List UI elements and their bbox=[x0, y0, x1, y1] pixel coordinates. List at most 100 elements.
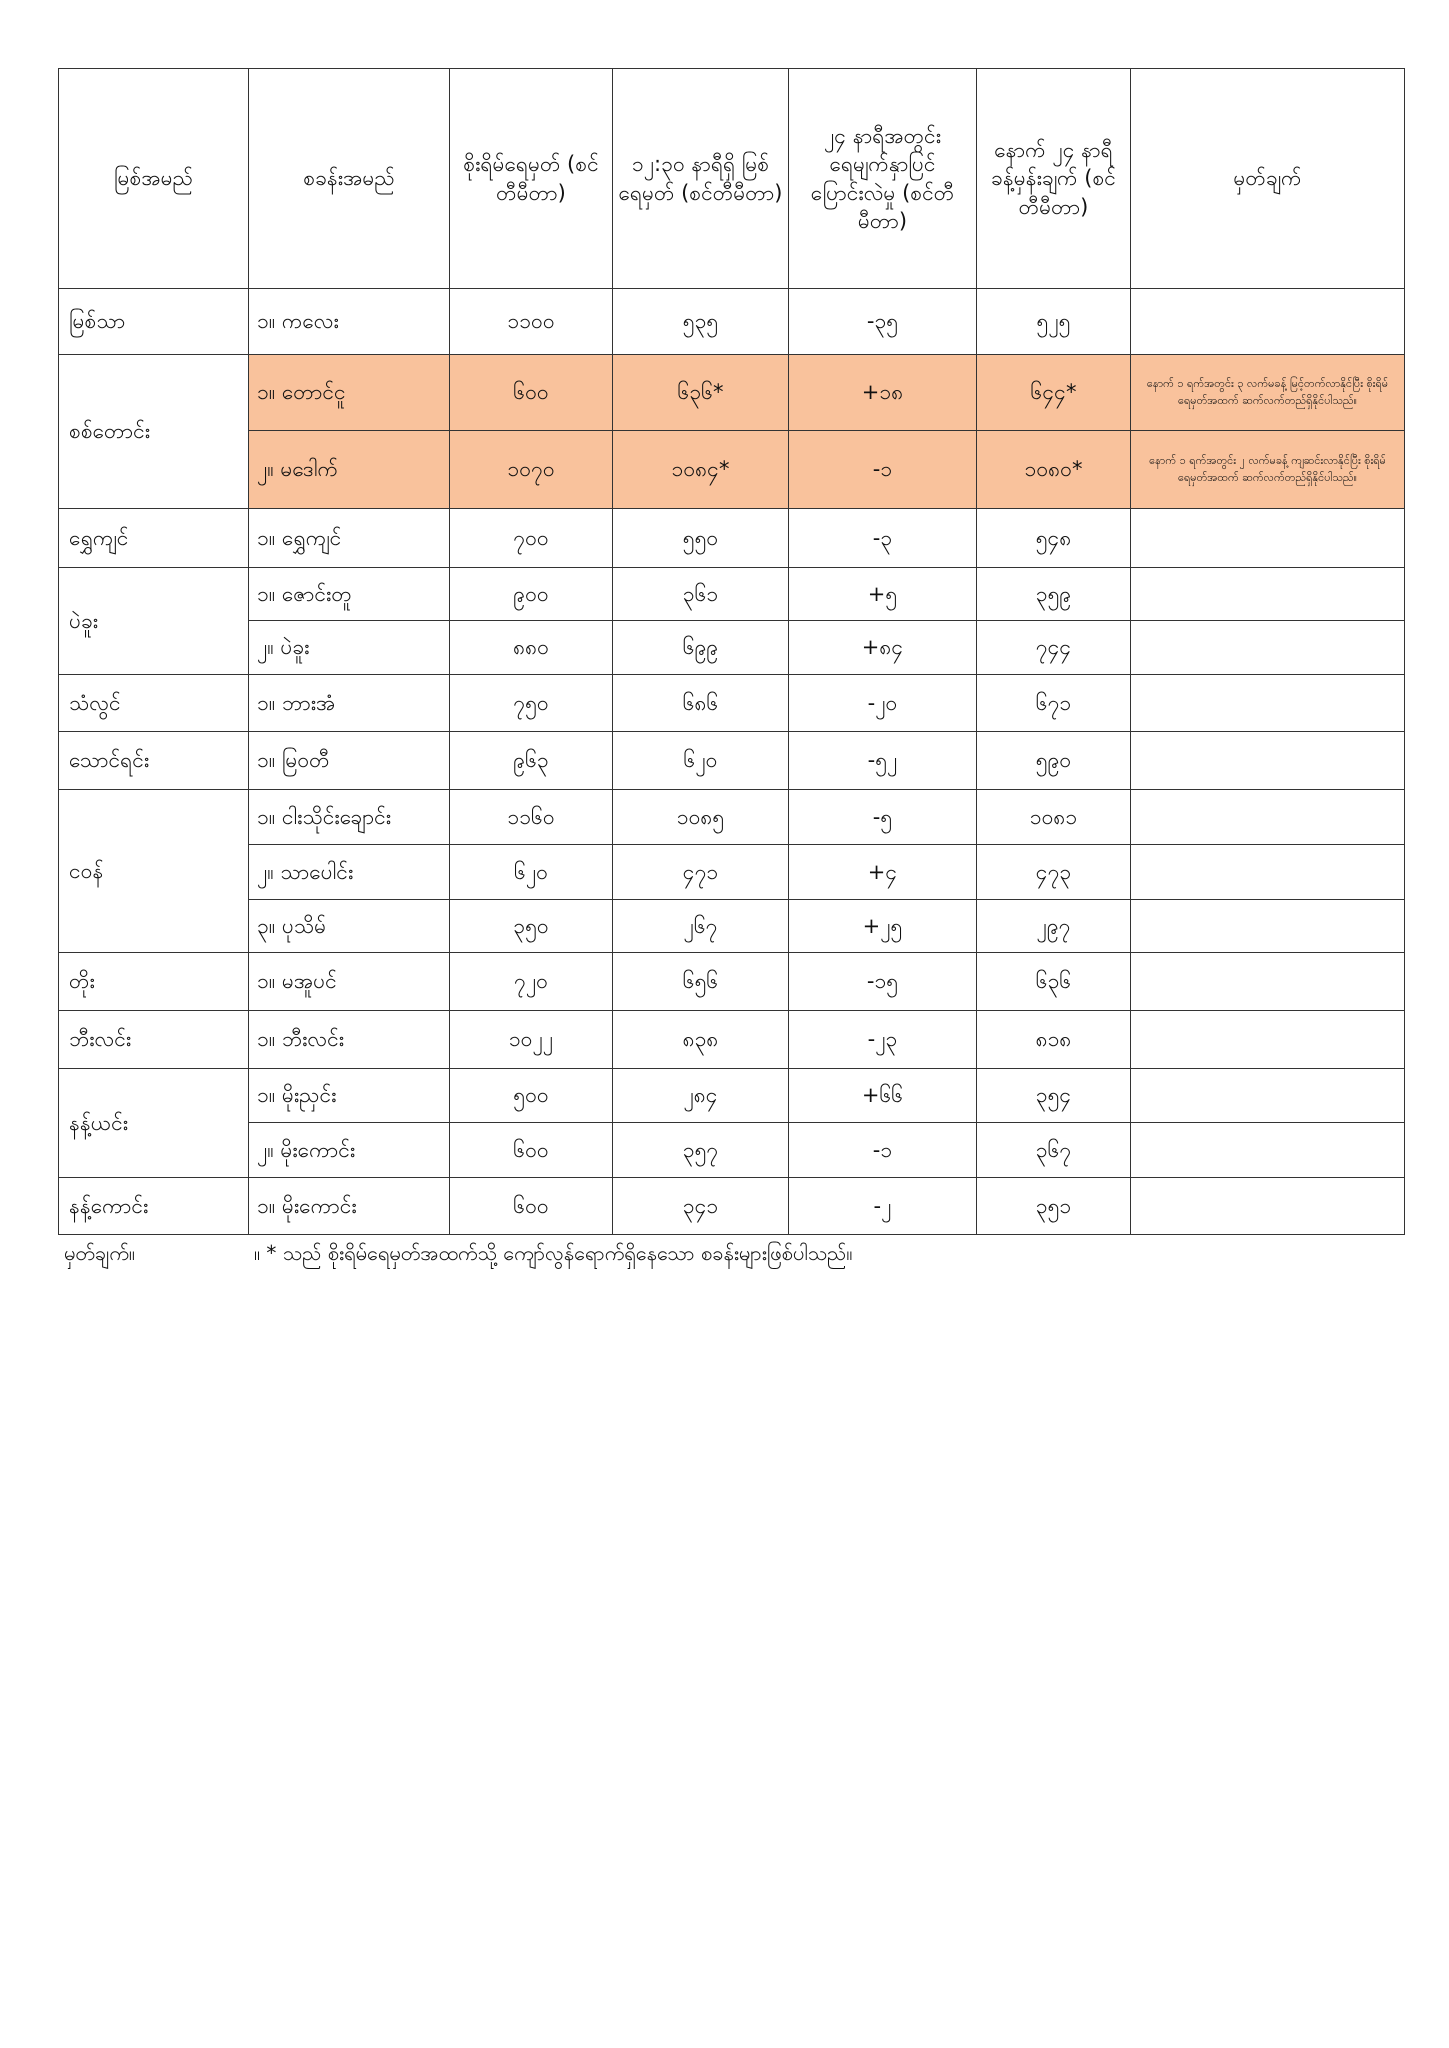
station-name: ၁။ မအူပင် bbox=[248, 952, 450, 1011]
footnote-label: မှတ်ချက်။ bbox=[64, 1241, 135, 1265]
remark-cell bbox=[1130, 844, 1405, 900]
change-cell: -၃၅ bbox=[788, 288, 977, 355]
table-row: သံလွင် ၁။ ဘားအံ ၇၅၀ ၆၈၆ -၂၀ ၆၇၁ bbox=[58, 674, 1405, 732]
table-row: ပဲခူး ၁။ ဇောင်းတူ ၉၀၀ ၃၆၁ +၅ ၃၅၉ bbox=[58, 567, 1405, 675]
water-level-table: မြစ်အမည် စခန်းအမည် စိုးရိမ်ရေမှတ် (စင်တီမီ… bbox=[58, 68, 1405, 1235]
table-row: ဘီးလင်း ၁။ ဘီးလင်း ၁၀၂၂ ၈၃၈ -၂၃ ၈၁၈ bbox=[58, 1010, 1405, 1069]
current-cell: ၃၅၇ bbox=[612, 1122, 789, 1178]
station-name: ၂။ မိုးကောင်း bbox=[248, 1122, 450, 1178]
warning-cell: ၆၂၀ bbox=[449, 844, 613, 900]
forecast-cell: ၆၄၄* bbox=[976, 354, 1131, 431]
river-name: နန့်ကောင်း bbox=[58, 1177, 249, 1235]
remark-cell bbox=[1130, 1068, 1405, 1123]
river-name: ဘီးလင်း bbox=[58, 1010, 249, 1069]
forecast-cell: ၈၁၈ bbox=[976, 1010, 1131, 1069]
forecast-cell: ၅၂၅ bbox=[976, 288, 1131, 355]
station-name: ၁။ ဘီးလင်း bbox=[248, 1010, 450, 1069]
warning-cell: ၆၀၀ bbox=[449, 354, 613, 431]
table-row: ၂။ မဒေါက် ၁၀၇၀ ၁၀၈၄* -၁ ၁၀၈၀* နောက် ၁ ရက်အတွင… bbox=[59, 430, 1405, 509]
current-cell: ၆၉၉ bbox=[612, 620, 789, 675]
forecast-cell: ၁၀၈၁ bbox=[976, 789, 1131, 845]
table-row: သောင်ရင်း ၁။ မြဝတီ ၉၆၃ ၆၂၀ -၅၂ ၅၉၀ bbox=[58, 731, 1405, 790]
footnote: မှတ်ချက်။ ။ * သည် စိုးရိမ်ရေမှတ်အထက်သို့ … bbox=[64, 1240, 852, 1270]
current-cell: ၆၃၆* bbox=[612, 354, 789, 431]
station-name: ၃။ ပုသိမ် bbox=[248, 899, 450, 953]
change-cell: +၈၄ bbox=[788, 620, 977, 675]
column-header: ၂၄ နာရီအတွင်း ရေမျက်နှာပြင် ပြောင်းလဲမှု… bbox=[788, 68, 977, 289]
change-cell: -၁ bbox=[788, 430, 977, 509]
column-header: နောက် ၂၄ နာရီ ခန့်မှန်းချက် (စင်တီမီတာ) bbox=[976, 68, 1131, 289]
remark-cell bbox=[1130, 1010, 1405, 1069]
remark-cell bbox=[1130, 567, 1405, 621]
remark-cell bbox=[1130, 508, 1405, 568]
forecast-cell: ၃၆၇ bbox=[976, 1122, 1131, 1178]
forecast-cell: ၆၇၁ bbox=[976, 674, 1131, 732]
current-cell: ၆၅၆ bbox=[612, 952, 789, 1011]
river-name: ရွှေကျင် bbox=[58, 508, 249, 568]
current-cell: ၂၈၄ bbox=[612, 1068, 789, 1123]
warning-cell: ၈၈၀ bbox=[449, 620, 613, 675]
current-cell: ၂၆၇ bbox=[612, 899, 789, 953]
table-row: ၃။ ပုသိမ် ၃၅၀ ၂၆၇ +၂၅ ၂၉၇ bbox=[59, 899, 1405, 953]
change-cell: -၁၅ bbox=[788, 952, 977, 1011]
current-cell: ၆၂၀ bbox=[612, 731, 789, 790]
current-cell: ၃၆၁ bbox=[612, 567, 789, 621]
column-header: မြစ်အမည် bbox=[58, 68, 249, 289]
warning-cell: ၁၁၀၀ bbox=[449, 288, 613, 355]
current-cell: ၄၇၁ bbox=[612, 844, 789, 900]
forecast-cell: ၃၅၉ bbox=[976, 567, 1131, 621]
table-row: တိုး ၁။ မအူပင် ၇၂၀ ၆၅၆ -၁၅ ၆၃၆ bbox=[58, 952, 1405, 1011]
current-cell: ၁၀၈၅ bbox=[612, 789, 789, 845]
column-header: စခန်းအမည် bbox=[248, 68, 450, 289]
change-cell: +၁၈ bbox=[788, 354, 977, 431]
remark-cell bbox=[1130, 288, 1405, 355]
station-name: ၁။ မိုးညှင်း bbox=[248, 1068, 450, 1123]
change-cell: +၂၅ bbox=[788, 899, 977, 953]
forecast-cell: ၁၀၈၀* bbox=[976, 430, 1131, 509]
change-cell: -၂ bbox=[788, 1177, 977, 1235]
change-cell: -၅၂ bbox=[788, 731, 977, 790]
table-row: ၂။ ပဲခူး ၈၈၀ ၆၉၉ +၈၄ ၇၄၄ bbox=[59, 620, 1405, 675]
header-row: မြစ်အမည် စခန်းအမည် စိုးရိမ်ရေမှတ် (စင်တီမီ… bbox=[58, 68, 1405, 289]
table-row: စစ်တောင်း ၁။ တောင်ငူ ၆၀၀ ၆၃၆* +၁၈ ၆၄၄* နောက် ၁… bbox=[58, 354, 1405, 509]
current-cell: ၁၀၈၄* bbox=[612, 430, 789, 509]
station-name: ၂။ မဒေါက် bbox=[248, 430, 450, 509]
remark-cell: နောက် ၁ ရက်အတွင်း ၂ လက်မခန့် ကျဆင်းလာနို… bbox=[1130, 430, 1405, 509]
column-header: ၁၂:၃၀ နာရီရှိ မြစ်ရေမှတ် (စင်တီမီတာ) bbox=[612, 68, 789, 289]
forecast-cell: ၆၃၆ bbox=[976, 952, 1131, 1011]
current-cell: ၆၈၆ bbox=[612, 674, 789, 732]
remark-cell: နောက် ၁ ရက်အတွင်း ၃ လက်မခန့် မြင့်တက်လာန… bbox=[1130, 354, 1405, 431]
warning-cell: ၆၀၀ bbox=[449, 1177, 613, 1235]
change-cell: -၅ bbox=[788, 789, 977, 845]
warning-cell: ၃၅၀ bbox=[449, 899, 613, 953]
change-cell: -၂၃ bbox=[788, 1010, 977, 1069]
table-body: မြစ်သာ ၁။ ကလေး ၁၁၀၀ ၅၃၅ -၃၅ ၅၂၅ စစ်တောင်း ၁။ တေ… bbox=[58, 288, 1405, 1235]
warning-cell: ၁၀၂၂ bbox=[449, 1010, 613, 1069]
table-row: မြစ်သာ ၁။ ကလေး ၁၁၀၀ ၅၃၅ -၃၅ ၅၂၅ bbox=[58, 288, 1405, 355]
river-name: ငဝန် bbox=[58, 789, 249, 953]
river-name: သောင်ရင်း bbox=[58, 731, 249, 790]
change-cell: +၄ bbox=[788, 844, 977, 900]
station-name: ၂။ သာပေါင်း bbox=[248, 844, 450, 900]
forecast-cell: ၃၅၁ bbox=[976, 1177, 1131, 1235]
change-cell: +၅ bbox=[788, 567, 977, 621]
remark-cell bbox=[1130, 789, 1405, 845]
station-name: ၁။ ရွှေကျင် bbox=[248, 508, 450, 568]
column-header: မှတ်ချက် bbox=[1130, 68, 1405, 289]
remark-cell bbox=[1130, 674, 1405, 732]
change-cell: +၆၆ bbox=[788, 1068, 977, 1123]
forecast-cell: ၃၅၄ bbox=[976, 1068, 1131, 1123]
station-name: ၁။ ဘားအံ bbox=[248, 674, 450, 732]
change-cell: -၁ bbox=[788, 1122, 977, 1178]
table-row: ငဝန် ၁။ ငါးသိုင်းချောင်း ၁၁၆၀ ၁၀၈၅ -၅ ၁၀၈၁ bbox=[58, 789, 1405, 953]
station-name: ၂။ ပဲခူး bbox=[248, 620, 450, 675]
remark-cell bbox=[1130, 899, 1405, 953]
remark-cell bbox=[1130, 952, 1405, 1011]
current-cell: ၅၃၅ bbox=[612, 288, 789, 355]
warning-cell: ၇၅၀ bbox=[449, 674, 613, 732]
river-name: ပဲခူး bbox=[58, 567, 249, 675]
river-name: မြစ်သာ bbox=[58, 288, 249, 355]
change-cell: -၃ bbox=[788, 508, 977, 568]
station-name: ၁။ ကလေး bbox=[248, 288, 450, 355]
